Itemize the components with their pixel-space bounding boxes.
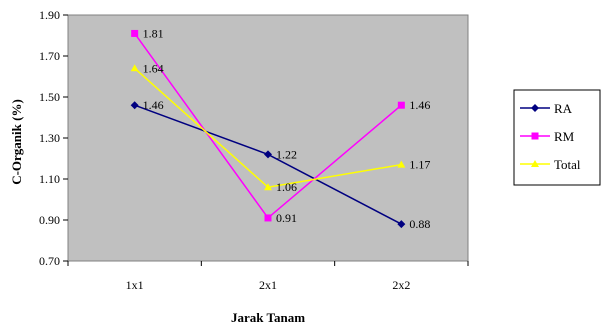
legend-label: RA bbox=[554, 101, 573, 116]
legend-label: Total bbox=[554, 157, 581, 172]
data-point-diamond bbox=[397, 220, 406, 229]
series-markers bbox=[130, 29, 406, 229]
data-point-square bbox=[397, 101, 405, 109]
plot-area bbox=[67, 14, 469, 262]
y-tick-label: 1.50 bbox=[39, 90, 60, 104]
y-axis-title: C-Organik (%) bbox=[9, 99, 24, 185]
x-axis-title: Jarak Tanam bbox=[231, 310, 305, 325]
data-labels: 1.46 1.22 0.88 1.81 0.91 1.46 1.64 1.06 1.17 bbox=[143, 26, 431, 231]
legend-label: RM bbox=[554, 129, 575, 144]
x-axis: 1x1 2x1 2x2 bbox=[67, 261, 469, 292]
data-point-triangle bbox=[264, 183, 272, 191]
data-label: 1.06 bbox=[276, 180, 297, 194]
data-label: 1.22 bbox=[276, 147, 297, 161]
y-tick-label: 1.10 bbox=[39, 172, 60, 186]
x-tick-label: 2x2 bbox=[392, 278, 410, 292]
data-label: 1.17 bbox=[409, 158, 430, 172]
y-tick-label: 1.30 bbox=[39, 131, 60, 145]
data-point-triangle bbox=[531, 160, 539, 167]
data-point-triangle bbox=[130, 64, 139, 72]
data-label: 0.91 bbox=[276, 211, 297, 225]
data-point-diamond bbox=[130, 101, 139, 110]
y-tick-label: 1.90 bbox=[39, 8, 60, 22]
y-tick-label: 0.70 bbox=[39, 254, 60, 268]
data-point-square bbox=[264, 214, 272, 222]
y-tick-label: 1.70 bbox=[39, 49, 60, 63]
data-label: 0.88 bbox=[409, 217, 430, 231]
y-tick-label: 0.90 bbox=[39, 213, 60, 227]
y-axis: 0.70 0.90 1.10 1.30 1.50 1.70 1.90 bbox=[39, 8, 68, 268]
data-point-square bbox=[531, 132, 539, 140]
data-point-diamond bbox=[264, 150, 272, 159]
data-label: 1.81 bbox=[143, 26, 164, 40]
data-label: 1.46 bbox=[409, 98, 430, 112]
x-tick-label: 1x1 bbox=[126, 278, 144, 292]
legend-box bbox=[513, 89, 601, 186]
x-tick-label: 2x1 bbox=[259, 278, 277, 292]
data-point-square bbox=[131, 29, 139, 37]
legend: RA RM Total bbox=[513, 89, 601, 186]
data-label: 1.46 bbox=[143, 98, 164, 112]
data-point-diamond bbox=[531, 104, 539, 112]
data-point-triangle bbox=[397, 160, 406, 168]
data-label: 1.64 bbox=[143, 61, 164, 75]
